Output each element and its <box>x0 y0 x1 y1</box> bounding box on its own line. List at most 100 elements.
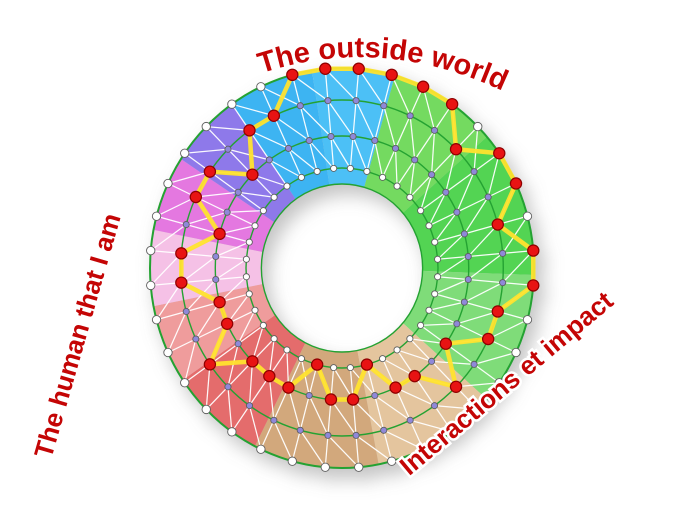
grid-node[interactable] <box>212 275 220 284</box>
level-node-red[interactable] <box>493 147 506 160</box>
grid-node[interactable] <box>242 273 250 281</box>
level-node-red[interactable] <box>389 381 402 394</box>
level-node-red[interactable] <box>527 244 540 257</box>
grid-node[interactable] <box>428 357 436 365</box>
grid-node[interactable] <box>259 207 267 215</box>
grid-node[interactable] <box>297 355 305 363</box>
grid-node[interactable] <box>234 340 242 348</box>
grid-node[interactable] <box>313 167 321 175</box>
grid-node[interactable] <box>431 238 439 246</box>
grid-node[interactable] <box>192 335 200 343</box>
grid-node[interactable] <box>245 238 253 246</box>
sector-blue-left[interactable] <box>231 70 330 200</box>
sector-green-lower[interactable] <box>402 270 534 400</box>
grid-node[interactable] <box>283 346 291 354</box>
grid-node[interactable] <box>380 102 388 110</box>
level-node-red[interactable] <box>360 358 374 371</box>
grid-node[interactable] <box>259 321 267 329</box>
level-node-red[interactable] <box>408 369 421 383</box>
level-node-red[interactable] <box>243 124 256 137</box>
level-node-red[interactable] <box>213 295 226 309</box>
grid-node[interactable] <box>354 462 364 472</box>
grid-node[interactable] <box>470 360 478 368</box>
grid-node[interactable] <box>180 148 190 158</box>
grid-node[interactable] <box>434 255 442 263</box>
grid-node[interactable] <box>163 347 173 358</box>
level-node-red[interactable] <box>481 332 495 346</box>
grid-node[interactable] <box>349 132 357 141</box>
grid-node[interactable] <box>265 156 273 164</box>
grid-node[interactable] <box>406 112 414 120</box>
grid-node[interactable] <box>430 126 439 134</box>
grid-node[interactable] <box>234 188 242 196</box>
level-node-red[interactable] <box>416 80 430 93</box>
grid-node[interactable] <box>379 355 387 363</box>
level-node-red[interactable] <box>445 97 459 111</box>
grid-node[interactable] <box>224 145 232 153</box>
grid-node[interactable] <box>406 416 414 424</box>
grid-node[interactable] <box>393 182 401 190</box>
grid-node[interactable] <box>346 164 354 172</box>
level-node-red[interactable] <box>439 337 452 350</box>
grid-node[interactable] <box>320 462 330 472</box>
grid-node[interactable] <box>499 279 507 287</box>
grid-node[interactable] <box>151 315 162 325</box>
grid-node[interactable] <box>406 335 414 343</box>
level-node-red[interactable] <box>246 168 259 181</box>
level-node-red[interactable] <box>310 358 324 371</box>
grid-node[interactable] <box>460 298 468 306</box>
level-node-red[interactable] <box>175 276 188 289</box>
grid-node[interactable] <box>494 378 504 388</box>
grid-node[interactable] <box>460 230 468 238</box>
level-node-red[interactable] <box>282 381 295 394</box>
grid-node[interactable] <box>352 431 360 439</box>
grid-node[interactable] <box>201 404 211 415</box>
grid-node[interactable] <box>146 280 156 291</box>
level-node-red[interactable] <box>246 355 259 368</box>
level-node-red[interactable] <box>175 247 188 260</box>
grid-node[interactable] <box>324 97 332 105</box>
grid-node[interactable] <box>180 378 190 388</box>
grid-node[interactable] <box>163 178 173 189</box>
grid-node[interactable] <box>470 168 478 176</box>
grid-node[interactable] <box>428 171 436 179</box>
grid-node[interactable] <box>245 290 253 298</box>
grid-node[interactable] <box>511 347 521 358</box>
grid-node[interactable] <box>434 273 442 281</box>
level-node-red[interactable] <box>286 68 299 82</box>
grid-node[interactable] <box>473 121 483 132</box>
grid-node[interactable] <box>473 404 483 415</box>
sector-red-light[interactable] <box>153 284 276 380</box>
grid-node[interactable] <box>417 207 425 215</box>
grid-node[interactable] <box>453 320 461 328</box>
grid-node[interactable] <box>251 222 259 230</box>
grid-node[interactable] <box>418 444 428 454</box>
grid-node[interactable] <box>296 102 304 110</box>
grid-node[interactable] <box>256 444 266 454</box>
grid-node[interactable] <box>270 335 278 343</box>
grid-node[interactable] <box>151 211 162 221</box>
grid-node[interactable] <box>146 245 156 256</box>
grid-node[interactable] <box>425 306 433 314</box>
grid-node[interactable] <box>182 220 190 229</box>
grid-node[interactable] <box>425 222 433 230</box>
grid-node[interactable] <box>453 208 461 216</box>
grid-node[interactable] <box>242 255 250 263</box>
level-node-red[interactable] <box>449 380 463 393</box>
level-node-red[interactable] <box>203 358 217 371</box>
grid-node[interactable] <box>430 402 439 410</box>
level-node-red[interactable] <box>491 305 504 318</box>
grid-node[interactable] <box>391 144 400 152</box>
grid-node[interactable] <box>346 364 354 372</box>
grid-node[interactable] <box>406 193 414 201</box>
grid-node[interactable] <box>212 252 220 261</box>
grid-node[interactable] <box>327 132 335 141</box>
grid-node[interactable] <box>296 426 304 434</box>
grid-node[interactable] <box>305 391 313 400</box>
grid-node[interactable] <box>305 136 313 145</box>
grid-node[interactable] <box>522 315 533 325</box>
level-node-red[interactable] <box>449 143 463 156</box>
grid-node[interactable] <box>330 364 338 372</box>
grid-node[interactable] <box>287 456 297 466</box>
level-node-red[interactable] <box>319 62 332 75</box>
